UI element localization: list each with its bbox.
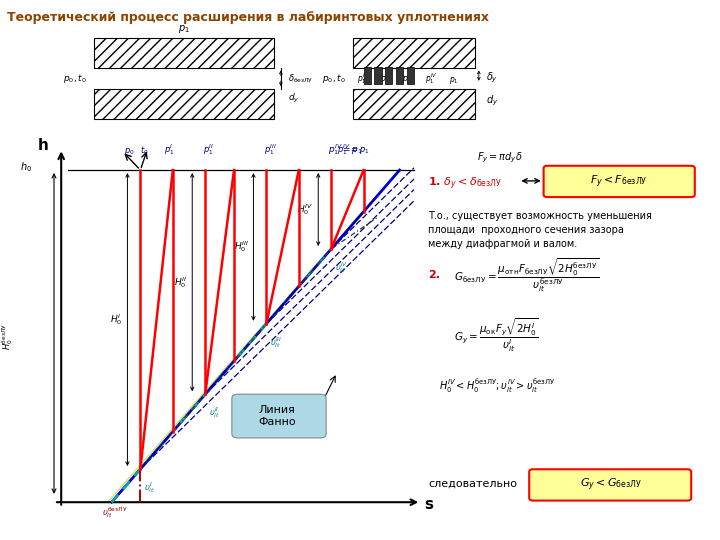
Text: $\upsilon_{lt}^{IV}$: $\upsilon_{lt}^{IV}$ [335, 260, 348, 275]
Text: $\upsilon_{lt}^{\rm{без}ЛУ}$: $\upsilon_{lt}^{\rm{без}ЛУ}$ [102, 505, 128, 520]
Text: $p_1^{III}$: $p_1^{III}$ [264, 141, 276, 157]
Bar [94, 38, 274, 68]
Text: Т.о., существует возможность уменьшения
площади  проходного сечения зазора
между: Т.о., существует возможность уменьшения … [428, 211, 652, 248]
Text: $h_0$: $h_0$ [20, 160, 32, 174]
Text: $p_1^{IV} = p_1$: $p_1^{IV} = p_1$ [328, 141, 363, 157]
Text: $\upsilon_{lt}^{III}$: $\upsilon_{lt}^{III}$ [270, 335, 282, 350]
Text: $p_0$: $p_0$ [125, 146, 135, 157]
FancyBboxPatch shape [544, 166, 695, 197]
Text: $G_{\rm{без}ЛУ} = \dfrac{\mu_{\rm{отн}} F_{\rm{без}ЛУ} \sqrt{2H_0^{\rm{без}ЛУ}}}: $G_{\rm{без}ЛУ} = \dfrac{\mu_{\rm{отн}} … [454, 256, 598, 294]
Text: $H_0^{IV}$: $H_0^{IV}$ [297, 202, 313, 217]
Text: $p_1^{II}$: $p_1^{II}$ [203, 141, 215, 157]
Text: $\upsilon_{lt}^{II}$: $\upsilon_{lt}^{II}$ [209, 406, 220, 420]
Text: $H_0^{II}$: $H_0^{II}$ [174, 275, 187, 289]
Text: h: h [37, 138, 49, 153]
Text: $p_1^{IV}$: $p_1^{IV}$ [425, 71, 438, 86]
Text: следовательно: следовательно [428, 478, 518, 488]
Text: $G_y < G_{\rm{без}ЛУ}$: $G_y < G_{\rm{без}ЛУ}$ [580, 477, 642, 493]
Text: $\delta_{\rm{без}ЛУ}$: $\delta_{\rm{без}ЛУ}$ [288, 72, 313, 85]
Bar [353, 89, 475, 119]
Bar [353, 38, 475, 68]
Text: 1. $\delta_y < \delta_{\rm{без}ЛУ}$: 1. $\delta_y < \delta_{\rm{без}ЛУ}$ [428, 176, 503, 192]
Bar [374, 68, 382, 84]
Text: $F_y < F_{\rm{без}ЛУ}$: $F_y < F_{\rm{без}ЛУ}$ [590, 173, 648, 190]
Text: $d_y$: $d_y$ [486, 94, 498, 109]
Text: $H_0^{IV} < H_0^{\rm{без}ЛУ}; \upsilon_{lt}^{IV} > \upsilon_{lt}^{\rm{без}ЛУ}$: $H_0^{IV} < H_0^{\rm{без}ЛУ}; \upsilon_{… [439, 377, 556, 395]
Text: 2.: 2. [428, 271, 441, 280]
Text: $p_1^{II}$: $p_1^{II}$ [380, 71, 390, 86]
Text: $G_y = \dfrac{\mu_{\rm{ок}} F_y \sqrt{2H_0^I}}{\upsilon_{lt}^I}$: $G_y = \dfrac{\mu_{\rm{ок}} F_y \sqrt{2H… [454, 316, 539, 354]
Text: $H_0^{III}$: $H_0^{III}$ [233, 239, 248, 254]
Bar [94, 89, 274, 119]
Text: $p_1^{IV}=p_1$: $p_1^{IV}=p_1$ [336, 141, 369, 157]
Text: $p_1$: $p_1$ [449, 76, 459, 86]
Text: $p_1^{III}$: $p_1^{III}$ [402, 71, 414, 86]
Bar [385, 68, 392, 84]
Text: $F_y = \pi d_y \delta$: $F_y = \pi d_y \delta$ [477, 150, 523, 165]
Text: $p_1$: $p_1$ [178, 23, 189, 35]
Text: $d_y$: $d_y$ [288, 92, 300, 105]
Bar [407, 68, 414, 84]
Text: $H_0^I$: $H_0^I$ [110, 312, 122, 327]
Text: $t_0$: $t_0$ [140, 144, 148, 157]
FancyBboxPatch shape [232, 394, 326, 438]
Text: $p_0, t_0$: $p_0, t_0$ [63, 72, 86, 85]
Text: s: s [424, 497, 433, 512]
Text: $p_0, t_0$: $p_0, t_0$ [322, 72, 346, 85]
Text: Теоретический процесс расширения в лабиринтовых уплотнениях: Теоретический процесс расширения в лабир… [7, 11, 489, 24]
Text: $H_0^{\rm{без}ЛУ}$: $H_0^{\rm{без}ЛУ}$ [0, 322, 14, 350]
Text: Линия
Фанно: Линия Фанно [258, 405, 296, 427]
FancyBboxPatch shape [529, 469, 691, 501]
Bar [396, 68, 403, 84]
Text: $\delta_y$: $\delta_y$ [486, 71, 498, 85]
Text: $p_1^I$: $p_1^I$ [164, 141, 174, 157]
Text: $\upsilon_{lt}^I$: $\upsilon_{lt}^I$ [144, 480, 155, 495]
Bar [364, 68, 371, 84]
Text: $p_1^I$: $p_1^I$ [357, 71, 367, 86]
